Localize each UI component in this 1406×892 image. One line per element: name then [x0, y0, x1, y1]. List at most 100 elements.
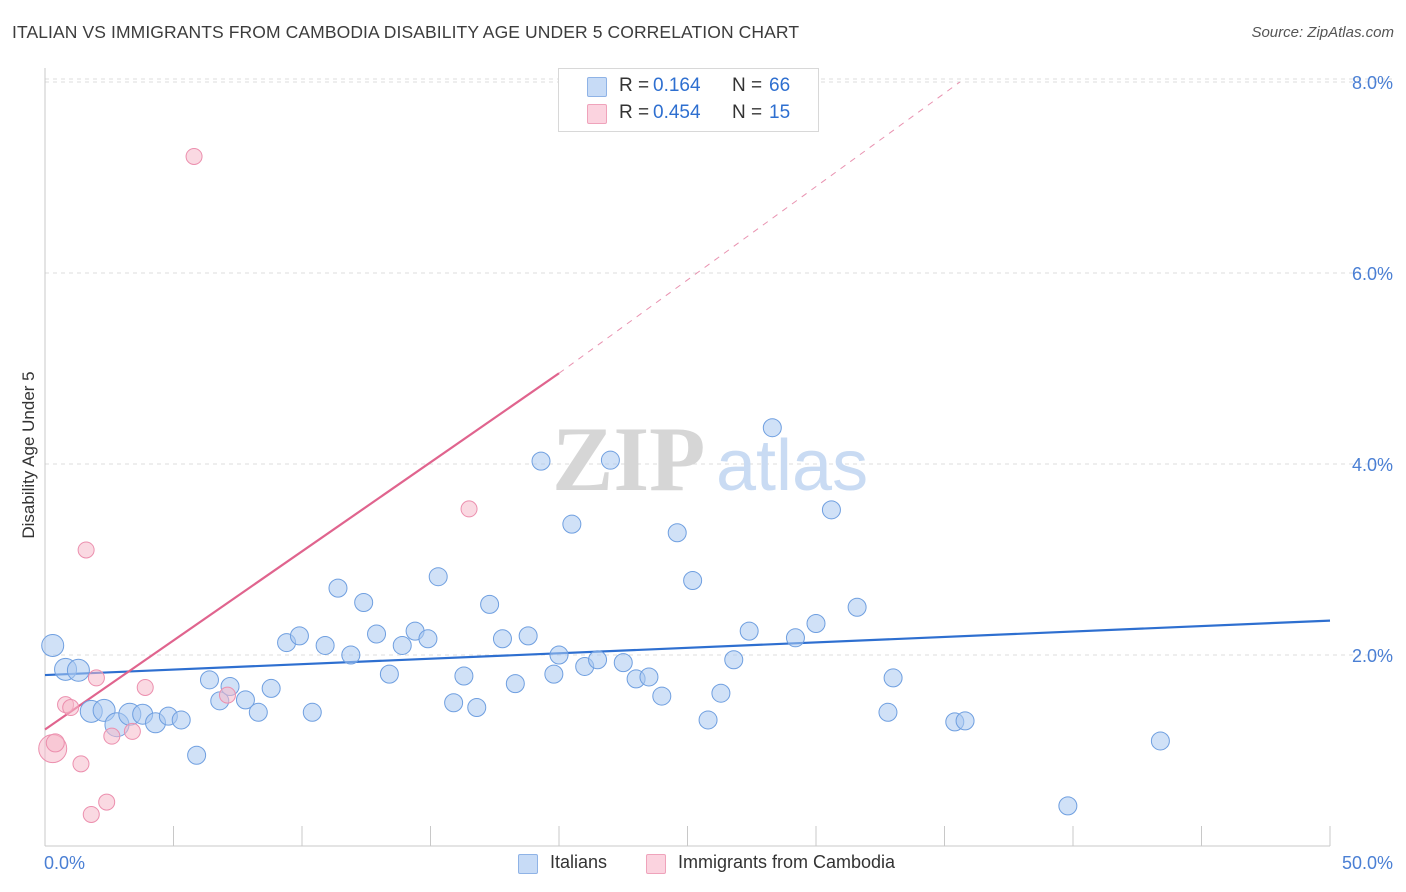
cambodia-point: [45, 733, 65, 753]
italians-point: [235, 690, 255, 710]
italians-point: [531, 451, 551, 471]
italians-point: [883, 668, 903, 688]
cambodia-point: [72, 755, 90, 773]
italians-point: [785, 628, 805, 648]
italians-point: [683, 571, 703, 591]
bottom-legend-swatch-cambodia: [646, 854, 666, 874]
watermark-zip: ZIP: [552, 408, 705, 510]
legend-n-label: N =: [732, 102, 763, 123]
y-tick-label: 2.0%: [1352, 646, 1393, 666]
italians-point: [518, 626, 538, 646]
italians-point: [639, 667, 659, 687]
legend-swatch-italians: [587, 77, 607, 97]
y-axis-title: Disability Age Under 5: [19, 371, 38, 538]
italians-point: [66, 658, 90, 682]
italians-point: [480, 594, 500, 614]
italians-point: [261, 678, 281, 698]
italians-point: [341, 645, 361, 665]
cambodia-point: [136, 678, 154, 696]
italians-point: [467, 698, 487, 718]
italians-point: [444, 693, 464, 713]
italians-point: [847, 597, 867, 617]
legend-n-value: 66: [769, 75, 791, 96]
watermark-atlas: atlas: [716, 426, 868, 506]
italians-trend-line: [44, 619, 1331, 677]
cambodia-point: [123, 722, 141, 740]
italians-point: [302, 702, 322, 722]
italians-point: [711, 683, 731, 703]
cambodia-point: [103, 727, 121, 745]
cambodia-point: [82, 805, 100, 823]
italians-point: [1150, 731, 1170, 751]
italians-point: [562, 514, 582, 534]
cambodia-point: [185, 147, 203, 165]
x-tick-label: 0.0%: [44, 853, 85, 873]
italians-point: [806, 613, 826, 633]
italians-point: [171, 710, 191, 730]
legend-r-label: R =: [619, 102, 650, 123]
italians-point: [289, 626, 309, 646]
italians-point: [739, 621, 759, 641]
legend-swatch-cambodia: [587, 104, 607, 124]
italians-point: [392, 635, 412, 655]
italians-point: [588, 650, 608, 670]
italians-point: [724, 650, 744, 670]
cambodia-point: [460, 500, 478, 518]
italians-point: [544, 664, 564, 684]
trend-lines: [44, 81, 1331, 731]
cambodia-trend-line: [44, 372, 560, 731]
chart-title: ITALIAN VS IMMIGRANTS FROM CAMBODIA DISA…: [12, 22, 800, 42]
stats-legend: R = 0.164 N = 66 R = 0.454 N = 15: [558, 68, 819, 132]
italians-point: [418, 629, 438, 649]
x-tick-label: 50.0%: [1342, 853, 1393, 873]
italians-point: [492, 629, 512, 649]
italians-point: [505, 674, 525, 694]
source-label: Source: ZipAtlas.com: [1251, 24, 1394, 41]
axes: [44, 68, 1331, 847]
italians-point: [315, 635, 335, 655]
cambodia-point: [62, 699, 80, 717]
italians-point: [354, 592, 374, 612]
bottom-legend-label-cambodia: Immigrants from Cambodia: [678, 852, 896, 872]
italians-point: [328, 578, 348, 598]
legend-r-value: 0.454: [653, 102, 701, 123]
cambodia-point: [218, 686, 236, 704]
italians-point: [187, 745, 207, 765]
y-tick-label: 8.0%: [1352, 73, 1393, 93]
italians-point: [762, 418, 782, 438]
italians-point: [41, 633, 65, 657]
bottom-legend-label-italians: Italians: [550, 852, 608, 872]
italians-point: [955, 711, 975, 731]
legend-r-label: R =: [619, 75, 650, 96]
cambodia-trend-extension: [558, 81, 961, 374]
italians-point: [821, 500, 841, 520]
italians-point: [698, 710, 718, 730]
cambodia-point: [77, 541, 95, 559]
grid-lines: [45, 78, 1392, 656]
bottom-legend-swatch-italians: [518, 854, 538, 874]
italians-point: [454, 666, 474, 686]
cambodia-point: [87, 669, 105, 687]
watermark: ZIP atlas: [552, 408, 868, 510]
italians-point: [878, 702, 898, 722]
y-tick-label: 6.0%: [1352, 264, 1393, 284]
italians-point: [379, 664, 399, 684]
italians-point: [652, 686, 672, 706]
data-points: [38, 147, 1170, 823]
legend-n-value: 15: [769, 102, 791, 123]
cambodia-point: [98, 793, 116, 811]
italians-point: [549, 645, 569, 665]
legend-r-value: 0.164: [653, 75, 701, 96]
italians-point: [667, 523, 687, 543]
italians-point: [613, 653, 633, 673]
legend-n-label: N =: [732, 75, 763, 96]
italians-point: [428, 567, 448, 587]
tick-labels: 2.0% 4.0% 6.0% 8.0% 0.0% 50.0%: [44, 73, 1393, 873]
italians-point: [600, 450, 620, 470]
italians-point: [1058, 796, 1078, 816]
y-tick-label: 4.0%: [1352, 455, 1393, 475]
italians-point: [199, 670, 219, 690]
italians-point: [367, 624, 387, 644]
italians-point: [248, 702, 268, 722]
